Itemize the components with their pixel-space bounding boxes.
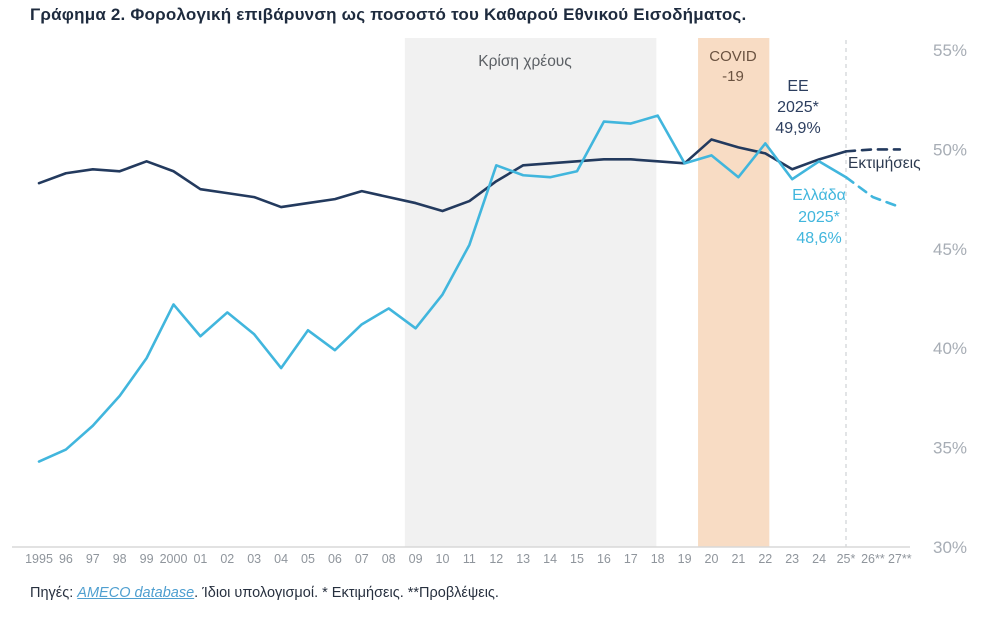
annotation-covid-19: COVID -19	[709, 48, 757, 85]
x-tick-label: 17	[624, 552, 638, 566]
y-tick-label: 35%	[933, 439, 967, 458]
y-tick-label: 30%	[933, 538, 967, 557]
x-tick-label: 27**	[888, 552, 912, 566]
covid-band	[698, 38, 770, 547]
x-tick-label: 05	[301, 552, 315, 566]
x-tick-label: 01	[193, 552, 207, 566]
x-tick-label: 18	[651, 552, 665, 566]
source-note: Πηγές: AMECO database. Ίδιοι υπολογισμοί…	[30, 585, 499, 601]
x-tick-label: 04	[274, 552, 288, 566]
x-tick-label: 12	[489, 552, 503, 566]
x-tick-label: 07	[355, 552, 369, 566]
x-tick-label: 10	[436, 552, 450, 566]
x-tick-label: 26**	[861, 552, 885, 566]
x-tick-label: 06	[328, 552, 342, 566]
greece-line	[37, 114, 848, 463]
chart-title: Γράφημα 2. Φορολογική επιβάρυνση ως ποσο…	[30, 5, 747, 24]
y-tick-label: 55%	[933, 41, 967, 60]
x-tick-label: 08	[382, 552, 396, 566]
x-tick-label: 11	[463, 552, 476, 566]
x-tick-label: 22	[758, 552, 772, 566]
greece-forecast-line	[844, 175, 902, 209]
x-tick-label: 02	[220, 552, 234, 566]
x-tick-label: 03	[247, 552, 261, 566]
x-tick-label: 16	[597, 552, 611, 566]
source-note-rest: . Ίδιοι υπολογισμοί. * Εκτιμήσεις. **Προ…	[194, 585, 499, 601]
y-tick-label: 40%	[933, 339, 967, 358]
annotation-eu-2025-value: ΕΕ 2025* 49,9%	[775, 78, 821, 137]
x-tick-label: 2000	[160, 552, 188, 566]
x-tick-label: 97	[86, 552, 100, 566]
ameco-database-link[interactable]: AMECO database	[77, 585, 195, 601]
x-tick-label: 09	[409, 552, 423, 566]
y-tick-label: 50%	[933, 140, 967, 159]
x-tick-label: 25*	[837, 552, 856, 566]
x-tick-label: 13	[516, 552, 530, 566]
x-tick-label: 23	[785, 552, 799, 566]
x-tick-label: 24	[812, 552, 826, 566]
x-tick-label: 21	[731, 552, 745, 566]
sources-label: Πηγές:	[30, 585, 78, 601]
x-tick-label: 15	[570, 552, 584, 566]
x-tick-label: 96	[59, 552, 73, 566]
annotation-debt-crisis: Κρίση χρέους	[478, 53, 572, 70]
x-tick-label: 98	[113, 552, 127, 566]
x-tick-label: 14	[543, 552, 557, 566]
y-tick-label: 45%	[933, 240, 967, 259]
x-tick-label: 1995	[25, 552, 53, 566]
x-tick-label: 99	[140, 552, 154, 566]
annotation-estimates: Εκτιμήσεις	[848, 155, 921, 172]
x-tick-label: 19	[678, 552, 692, 566]
eu-forecast-line	[844, 148, 902, 153]
eu-line	[37, 138, 848, 213]
x-tick-label: 20	[705, 552, 719, 566]
annotation-greece-2025-value: Ελλάδα 2025* 48,6%	[792, 187, 846, 247]
